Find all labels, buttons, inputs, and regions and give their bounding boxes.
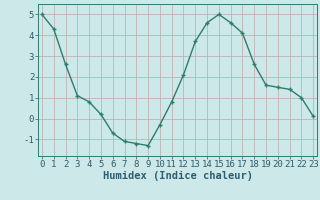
X-axis label: Humidex (Indice chaleur): Humidex (Indice chaleur) bbox=[103, 171, 252, 181]
